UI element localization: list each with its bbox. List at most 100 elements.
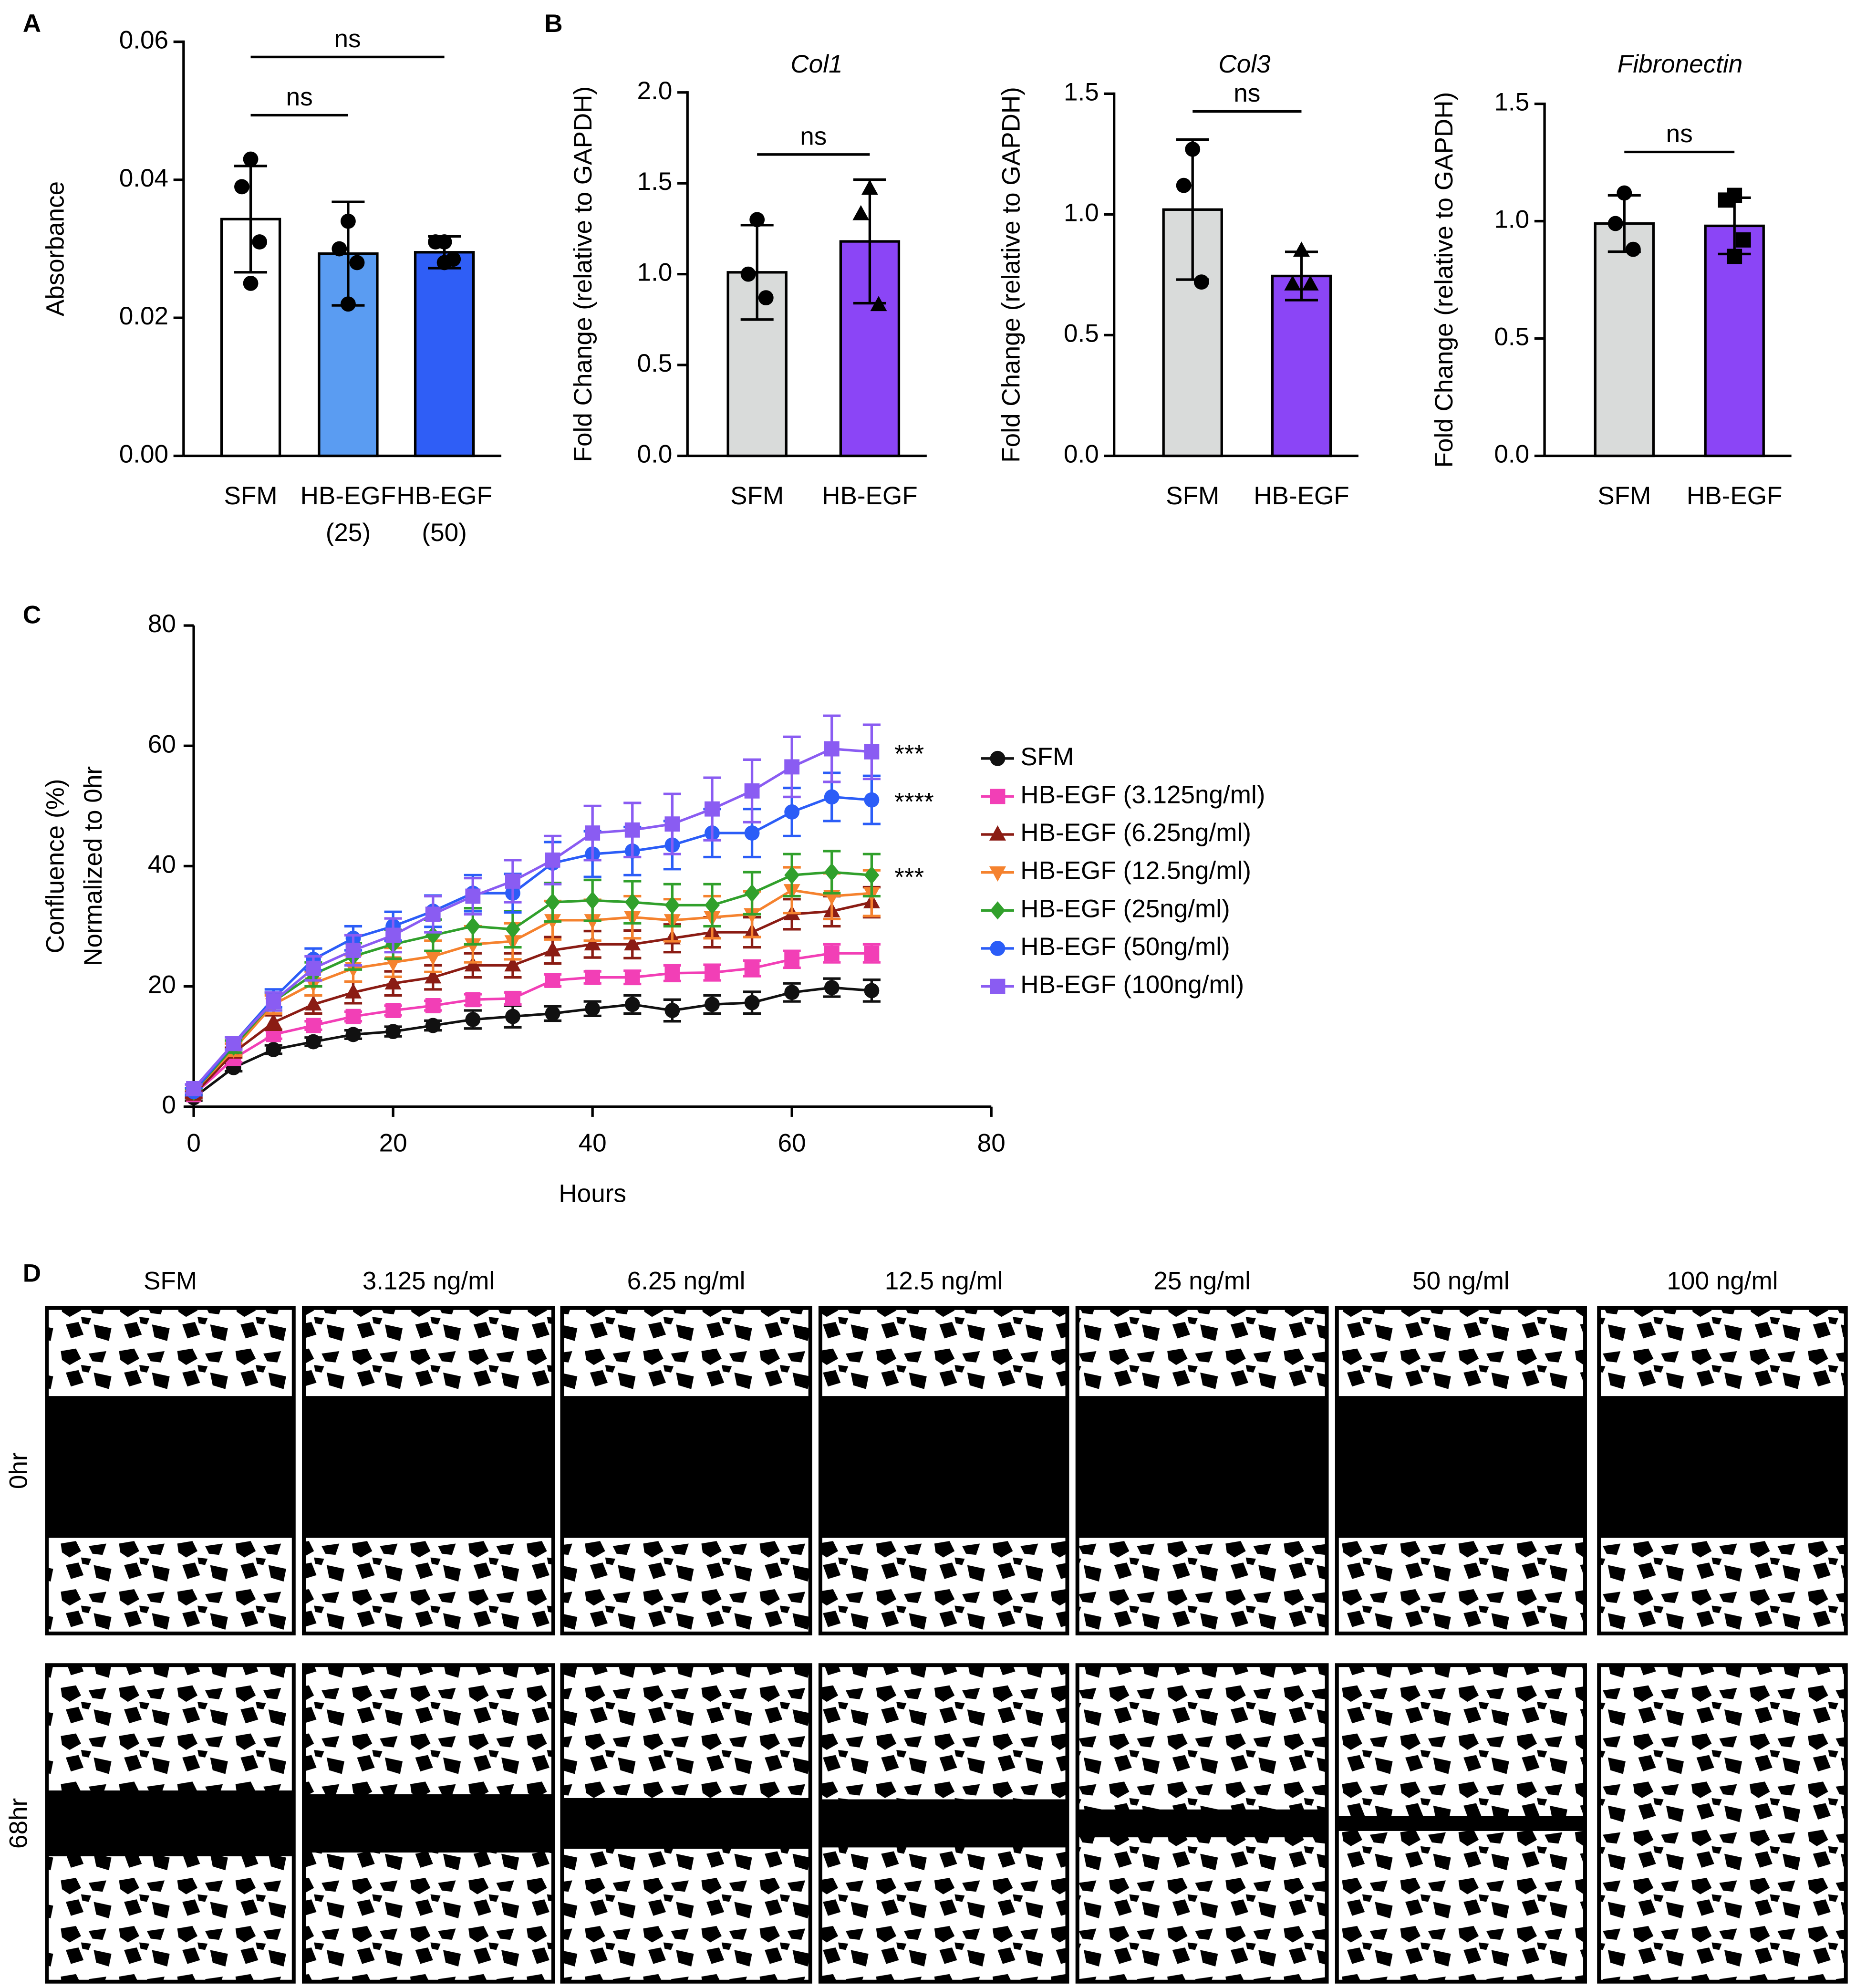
data-point	[266, 1042, 281, 1057]
data-point	[824, 863, 840, 882]
data-point	[1176, 177, 1192, 193]
data-point	[505, 990, 520, 1006]
wound-gap	[562, 1798, 810, 1849]
wound-gap	[304, 1794, 553, 1853]
y-axis-label: Confluence (%)	[41, 779, 69, 954]
significance-label: ns	[1666, 120, 1693, 148]
y-axis-label: Absorbance	[41, 181, 69, 316]
data-point	[1625, 241, 1641, 257]
data-point	[384, 974, 402, 990]
wound-image	[1075, 1306, 1329, 1635]
data-point	[870, 296, 887, 312]
data-point	[1735, 232, 1751, 248]
x-tick-label: (25)	[326, 519, 371, 547]
legend-marker	[990, 750, 1006, 766]
data-point	[864, 983, 880, 999]
data-point	[345, 1027, 361, 1042]
significance-label: ns	[334, 25, 361, 53]
column-label: 6.25 ng/ml	[627, 1267, 746, 1295]
y-tick-label: 0.06	[119, 26, 168, 54]
series-line	[193, 747, 872, 1090]
data-point	[186, 1081, 202, 1096]
image-frame	[1075, 1663, 1329, 1984]
data-point	[664, 816, 680, 832]
wound-image	[302, 1306, 555, 1635]
x-tick-label: SFM	[1597, 482, 1651, 510]
legend-label: HB-EGF (25ng/ml)	[1020, 895, 1230, 923]
row-label: 68hr	[4, 1798, 32, 1849]
wound-gap	[1337, 1816, 1585, 1831]
series-line	[193, 795, 872, 1093]
x-axis-label: Hours	[559, 1180, 626, 1208]
y-axis-label: Fold Change (relative to GAPDH)	[569, 86, 597, 462]
data-point	[824, 741, 840, 757]
bar	[414, 251, 475, 458]
data-point	[1193, 274, 1209, 290]
data-point	[505, 874, 520, 889]
data-point	[864, 744, 880, 760]
data-point	[464, 956, 481, 972]
x-tick-label: HB-EGF	[396, 482, 492, 510]
data-point	[243, 275, 259, 291]
data-point	[744, 825, 760, 841]
wound-gap	[47, 1790, 294, 1856]
wound-image	[1335, 1306, 1587, 1635]
significance-label: ns	[1234, 79, 1260, 107]
data-point	[744, 908, 761, 924]
data-point	[1185, 141, 1201, 157]
data-point	[664, 896, 680, 915]
data-point	[544, 941, 561, 957]
data-point	[824, 789, 840, 805]
legend-marker	[990, 789, 1006, 804]
image-frame	[560, 1306, 812, 1635]
data-point	[584, 935, 601, 951]
y-tick-label: 1.5	[637, 167, 673, 196]
data-point	[332, 241, 347, 257]
wound-image	[45, 1663, 296, 1984]
data-point	[425, 950, 442, 966]
wound-image	[560, 1306, 812, 1635]
data-point	[1607, 216, 1623, 231]
data-point	[664, 965, 680, 981]
series-line	[193, 889, 872, 1093]
column-label: SFM	[144, 1267, 197, 1295]
panel-label: A	[23, 10, 41, 38]
column-label: 12.5 ng/ml	[885, 1267, 1003, 1295]
data-point	[425, 906, 441, 922]
data-point	[705, 965, 720, 980]
significance-label: ns	[800, 122, 827, 150]
legend-label: HB-EGF (12.5ng/ml)	[1020, 857, 1251, 885]
series-line	[193, 952, 872, 1096]
data-point	[1727, 249, 1742, 264]
data-point	[425, 968, 442, 984]
data-point	[385, 1024, 401, 1040]
data-point	[425, 1018, 441, 1033]
data-point	[784, 759, 800, 775]
y-tick-label: 0.04	[119, 164, 168, 192]
legend-label: HB-EGF (3.125ng/ml)	[1020, 781, 1265, 809]
y-tick-label: 1.0	[1494, 206, 1529, 234]
y-tick-label: 0	[162, 1091, 176, 1119]
panel-label: D	[23, 1259, 41, 1288]
legend-label: HB-EGF (100ng/ml)	[1020, 971, 1244, 999]
data-point	[705, 896, 720, 915]
wound-image	[1075, 1663, 1329, 1984]
legend-marker	[989, 866, 1006, 882]
significance-label: ***	[894, 863, 924, 891]
row-label: 0hr	[4, 1452, 32, 1489]
wound-image	[45, 1306, 296, 1635]
data-point	[864, 792, 880, 808]
y-axis-label: Normalized to 0hr	[79, 766, 107, 966]
x-tick-label: HB-EGF	[822, 482, 918, 510]
x-tick-label: SFM	[730, 482, 784, 510]
x-tick-label: HB-EGF	[1254, 482, 1349, 510]
data-point	[740, 266, 756, 282]
image-frame	[45, 1663, 296, 1984]
wound-gap	[562, 1396, 810, 1538]
data-point	[784, 804, 800, 820]
data-point	[744, 783, 760, 799]
data-point	[852, 205, 870, 220]
legend-marker	[990, 978, 1006, 994]
data-point	[749, 212, 765, 228]
